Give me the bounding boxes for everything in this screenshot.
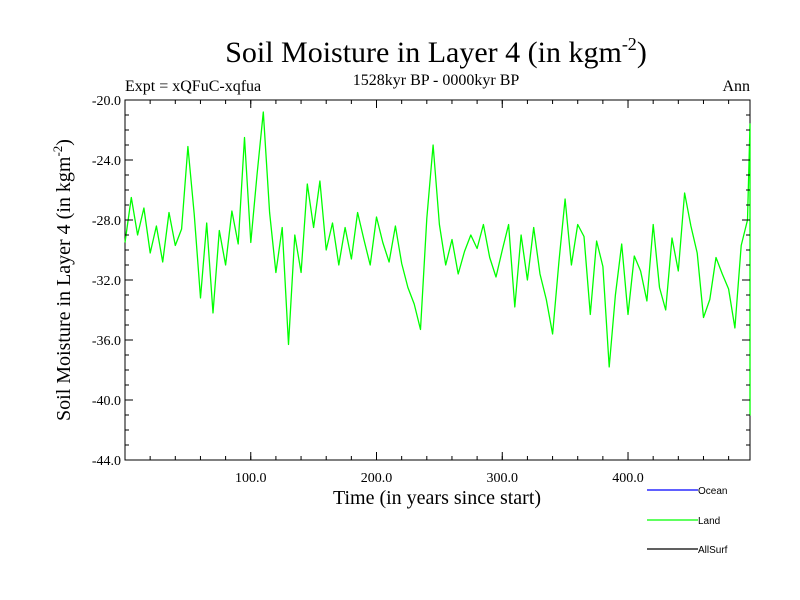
legend-label: Ocean — [698, 486, 727, 497]
x-axis-label: Time (in years since start) — [333, 487, 541, 509]
x-axis-ticks: 100.0 200.0 300.0 400.0 — [124, 100, 730, 486]
chart-title-main: Soil Moisture in Layer 4 (in kgm — [225, 36, 622, 69]
expt-label: Expt = xQFuC-xqfua — [125, 78, 261, 95]
y-tick-label: -32.0 — [92, 274, 121, 289]
y-tick-label: -44.0 — [92, 454, 121, 469]
legend: Ocean Land AllSurf — [647, 486, 728, 556]
x-tick-label: 300.0 — [487, 471, 519, 486]
chart-subtitle: 1528kyr BP - 0000kyr BP — [353, 72, 520, 89]
legend-label: Land — [698, 516, 720, 527]
chart-title-close: ) — [637, 36, 647, 69]
legend-item-allsurf: AllSurf — [647, 545, 728, 556]
y-tick-label: -20.0 — [92, 94, 121, 109]
season-label: Ann — [722, 78, 750, 95]
y-axis-label-close: ) — [53, 139, 75, 146]
y-tick-label: -40.0 — [92, 394, 121, 409]
x-tick-label: 200.0 — [361, 471, 393, 486]
x-tick-label: 100.0 — [235, 471, 267, 486]
y-tick-label: -28.0 — [92, 214, 121, 229]
y-axis-label: Soil Moisture in Layer 4 (in kgm-2) — [50, 139, 75, 421]
y-tick-label: -24.0 — [92, 154, 121, 169]
legend-item-land: Land — [647, 516, 720, 527]
chart-title: Soil Moisture in Layer 4 (in kgm-2) — [225, 34, 647, 69]
series-group — [124, 111, 751, 416]
y-axis-ticks: -20.0 -24.0 -28.0 -32.0 -36.0 -40.0 -44.0 — [92, 94, 750, 469]
y-axis-label-sup: -2 — [50, 146, 65, 157]
plot-frame — [124, 99, 751, 461]
y-axis-label-main: Soil Moisture in Layer 4 (in kgm — [53, 156, 75, 421]
series-line-land — [124, 111, 751, 416]
legend-item-ocean: Ocean — [647, 486, 727, 497]
legend-label: AllSurf — [698, 545, 728, 556]
chart-title-sup: -2 — [622, 34, 637, 54]
y-tick-label: -36.0 — [92, 334, 121, 349]
x-tick-label: 400.0 — [612, 471, 644, 486]
